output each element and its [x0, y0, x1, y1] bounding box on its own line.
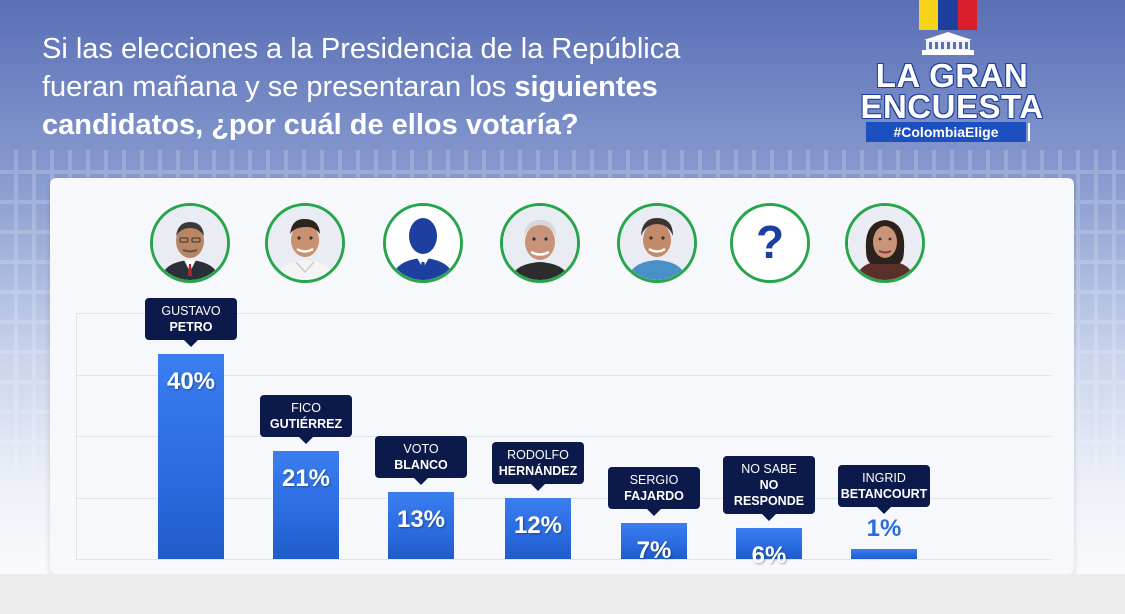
question-mark-glyph: ? [756, 216, 784, 268]
bar-chart: 40% GUSTAVO PETRO 21% FICO GUTIÉRREZ 13% VOTO BL… [76, 298, 1051, 569]
bar-value-label: 12% [513, 511, 563, 539]
bar-value-label: 40% [166, 368, 216, 395]
bar-value-label: 13% [396, 506, 446, 534]
logo-title-line-1: LA GRAN [875, 57, 1029, 94]
candidate-last-name: BLANCO [394, 458, 448, 473]
candidate-first-name: RODOLFO [507, 447, 569, 462]
sergio-fajardo-photo [617, 203, 697, 283]
candidate-name-tag: INGRID BETANCOURT [838, 465, 930, 514]
candidate-last-name: PETRO [169, 320, 213, 334]
bar [273, 451, 339, 559]
ingrid-betancourt-photo [845, 203, 925, 283]
bar-value-label: 7% [636, 537, 672, 565]
candidate-name-tag: NO SABE NO RESPONDE [723, 456, 815, 522]
gridline [76, 374, 1051, 376]
gridline [76, 436, 1051, 437]
survey-question: Si las elecciones a la Presidencia de la… [42, 30, 832, 144]
gustavo-petro-photo [150, 203, 230, 283]
gridline [76, 313, 1051, 314]
candidate-last-name: FAJARDO [624, 489, 684, 504]
logo-title-line-2: ENCUESTA [860, 88, 1044, 125]
candidate-first-name: NO SABE [741, 462, 797, 477]
rodolfo-hernandez-photo [500, 203, 580, 283]
candidate-last-name: NO RESPONDE [733, 478, 805, 509]
candidate-first-name: SERGIO [629, 473, 679, 488]
question-line-2-normal: fueran mañana y se presentaran los [42, 71, 515, 103]
bar-value-label: 1% [866, 515, 902, 542]
candidate-last-name: GUTIÉRREZ [269, 417, 343, 432]
candidate-first-name: VOTO [403, 442, 439, 457]
candidate-last-name: HERNÁNDEZ [498, 463, 578, 478]
question-line-3-bold: candidatos, ¿por cuál de ellos votaría? [42, 109, 579, 141]
question-line-3: candidatos, ¿por cuál de ellos votaría? [42, 106, 832, 144]
la-gran-encuesta-logo: LA GRAN ENCUESTA #ColombiaElige [852, 0, 1052, 150]
voto-blanco-silhouette-icon [383, 203, 463, 283]
bar-value-label: 6% [751, 542, 787, 570]
candidate-first-name: GUSTAVO [161, 304, 221, 318]
bar [388, 492, 454, 559]
gridline [76, 559, 1051, 560]
candidate-last-name: BETANCOURT [840, 487, 928, 501]
candidate-name-tag: GUSTAVO PETRO [145, 298, 237, 347]
hashtag-divider [1028, 123, 1030, 141]
question-mark-icon: ? [730, 203, 810, 283]
bar [158, 354, 224, 559]
bar-value-label: 21% [281, 465, 331, 493]
candidate-name-tag: RODOLFO HERNÁNDEZ [492, 441, 584, 491]
capitol-building-icon [922, 32, 974, 55]
candidate-name-tag: VOTO BLANCO [375, 436, 467, 486]
bar [505, 497, 571, 559]
bar [851, 549, 917, 559]
candidate-first-name: INGRID [862, 471, 906, 485]
question-line-2-bold: siguientes [514, 71, 658, 103]
bar [736, 528, 802, 559]
candidate-name-tag: FICO GUTIÉRREZ [260, 395, 352, 445]
bar [621, 523, 687, 559]
colombia-flag-icon [919, 0, 977, 30]
question-line-2: fueran mañana y se presentaran los sigui… [42, 68, 832, 106]
bottom-strip [0, 574, 1125, 614]
candidate-first-name: FICO [291, 401, 321, 416]
question-line-1: Si las elecciones a la Presidencia de la… [42, 33, 681, 65]
fico-gutierrez-photo [265, 203, 345, 283]
candidate-name-tag: SERGIO FAJARDO [608, 467, 700, 517]
hashtag-badge: #ColombiaElige [866, 122, 1026, 142]
